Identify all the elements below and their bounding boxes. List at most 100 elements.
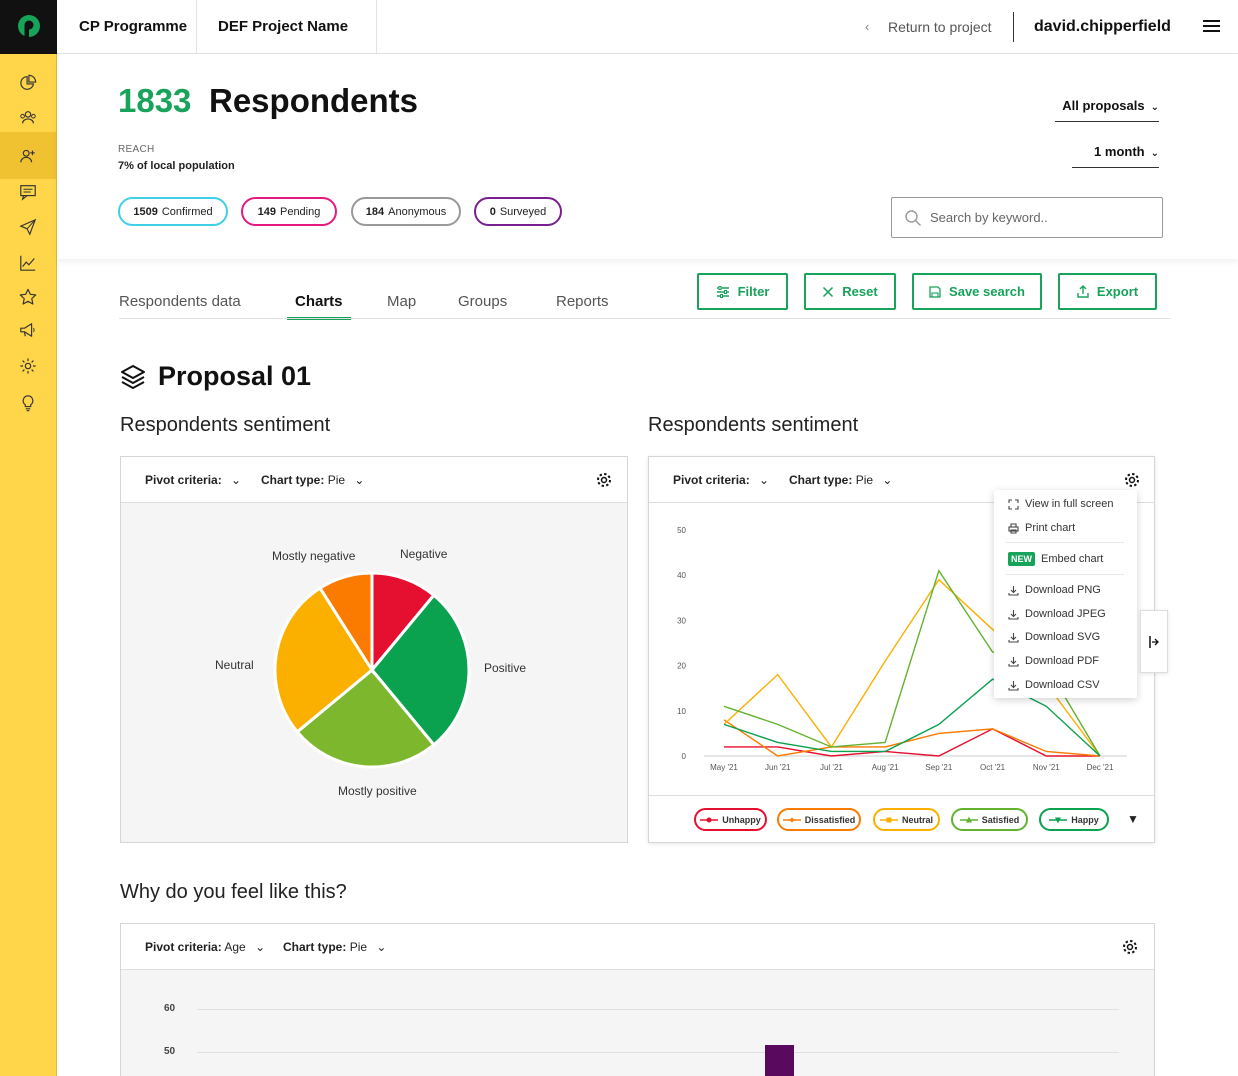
search-icon [904, 209, 922, 232]
tab-map[interactable]: Map [387, 293, 417, 310]
legend-neutral[interactable]: Neutral [873, 808, 940, 831]
legend-marker-icon [700, 817, 719, 822]
pie-slice-neutral[interactable] [273, 586, 374, 734]
star-icon [19, 288, 37, 305]
gear-icon[interactable] [1122, 939, 1138, 960]
legend-marker-icon [879, 817, 898, 822]
sidebar-item-people[interactable] [0, 101, 56, 135]
gear-icon[interactable] [596, 472, 612, 493]
menu-divider [1006, 574, 1124, 575]
pill-label: Surveyed [499, 205, 547, 218]
save-search-button[interactable]: Save search [912, 273, 1042, 310]
status-pill-confirmed[interactable]: 1509 Confirmed [118, 197, 228, 226]
status-pill-surveyed[interactable]: 0 Surveyed [474, 197, 562, 226]
chart-type-dropdown[interactable]: Chart type: Pie ⌄ [789, 473, 893, 487]
search-box [891, 197, 1163, 238]
pie-slice-mostly-positive[interactable] [295, 667, 436, 769]
username[interactable]: david.chipperfield [1034, 18, 1171, 35]
caret-down-icon[interactable]: ▼ [1127, 812, 1139, 826]
pill-label: Confirmed [161, 205, 213, 218]
chevron-down-icon: ⌄ [882, 473, 893, 487]
menu-item-download-png[interactable]: Download PNG [1008, 584, 1101, 596]
sidebar-item-settings[interactable] [0, 349, 56, 383]
chart-area: Negative Positive Mostly positive Neutra… [121, 503, 627, 842]
settings-icon [20, 358, 36, 374]
pie-label-positive: Positive [484, 661, 527, 675]
hamburger-menu-icon[interactable] [1203, 18, 1220, 39]
tab-reports[interactable]: Reports [556, 293, 609, 310]
chart-type-dropdown[interactable]: Chart type: Pie ⌄ [283, 940, 387, 954]
reach-value: 7% of local population [118, 160, 235, 172]
send-icon [19, 218, 37, 236]
button-label: Reset [842, 284, 878, 299]
menu-item-print[interactable]: Print chart [1008, 522, 1075, 534]
legend-label: Happy [1071, 814, 1099, 825]
pill-count: 149 [257, 205, 276, 218]
sidebar-item-analytics[interactable] [0, 246, 56, 280]
right-chart-title: Respondents sentiment [648, 414, 859, 436]
export-button[interactable]: Export [1058, 273, 1157, 310]
pie-label-mostly-negative: Mostly negative [272, 549, 356, 563]
tab-groups[interactable]: Groups [458, 293, 508, 310]
status-pill-anonymous[interactable]: 184 Anonymous [351, 197, 461, 226]
legend-label: Dissatisfied [804, 814, 856, 825]
close-icon [823, 286, 834, 297]
sidebar-item-ideas[interactable] [0, 386, 56, 420]
pie-slice-mostly-negative[interactable] [317, 571, 374, 676]
sidebar-item-favourites[interactable] [0, 280, 56, 314]
filter-button[interactable]: Filter [697, 273, 788, 310]
menu-item-embed[interactable]: NEW Embed chart [1008, 552, 1103, 566]
panel-collapse-handle[interactable] [1140, 610, 1168, 673]
x-tick-label: Dec '21 [1087, 763, 1114, 772]
sidebar-item-respondents[interactable] [0, 132, 56, 179]
chevron-down-icon: ⌄ [255, 940, 266, 954]
programme-name[interactable]: CP Programme [79, 18, 188, 35]
menu-item-download-csv[interactable]: Download CSV [1008, 679, 1100, 691]
project-name[interactable]: DEF Project Name [218, 18, 349, 35]
menu-item-full-screen[interactable]: View in full screen [1008, 498, 1113, 510]
pie-label-neutral: Neutral [215, 658, 254, 672]
tab-charts[interactable]: Charts [295, 293, 343, 310]
menu-item-label: View in full screen [1025, 498, 1114, 510]
sidebar-item-announcements[interactable] [0, 313, 56, 347]
chart-options-menu: View in full screen Print chart NEW Embe… [994, 490, 1137, 698]
pill-count: 184 [365, 205, 385, 218]
chevron-down-icon: ⌄ [231, 473, 242, 487]
tab-respondents-data[interactable]: Respondents data [119, 293, 241, 310]
x-tick-label: Jun '21 [765, 763, 791, 772]
return-to-project-link[interactable]: Return to project [888, 19, 992, 35]
pie-slice-positive[interactable] [370, 593, 471, 747]
chart-type-dropdown[interactable]: Chart type: Pie ⌄ [261, 473, 365, 487]
add-user-icon [20, 149, 35, 162]
legend-satisfied[interactable]: Satisfied [951, 808, 1028, 831]
dropdown-value: All proposals [1062, 98, 1145, 113]
pivot-criteria-dropdown[interactable]: Pivot criteria: ⌄ [673, 473, 770, 487]
legend-happy[interactable]: Happy [1039, 808, 1109, 831]
sidebar-item-messages[interactable] [0, 175, 56, 209]
proposal-filter-dropdown[interactable]: All proposals ⌄ [1055, 98, 1159, 122]
download-icon [1008, 632, 1019, 643]
sidebar-item-send[interactable] [0, 210, 56, 244]
status-pill-pending[interactable]: 149 Pending [241, 197, 337, 226]
line-chart-icon [20, 255, 36, 271]
arrow-right-bar-icon [1149, 635, 1159, 648]
sidebar [0, 0, 57, 1076]
search-input[interactable] [930, 198, 1155, 237]
legend-dissatisfied[interactable]: Dissatisfied [777, 808, 861, 831]
legend-unhappy[interactable]: Unhappy [694, 808, 767, 831]
proposal-title: Proposal 01 [158, 361, 312, 391]
menu-item-label: Embed chart [1041, 553, 1104, 565]
download-icon [1008, 680, 1019, 691]
period-filter-dropdown[interactable]: 1 month ⌄ [1072, 144, 1159, 168]
menu-item-download-pdf[interactable]: Download PDF [1008, 655, 1099, 667]
pivot-criteria-dropdown[interactable]: Pivot criteria: ⌄ [145, 473, 242, 487]
app-logo[interactable] [0, 0, 57, 54]
pivot-criteria-dropdown[interactable]: Pivot criteria: Age ⌄ [145, 940, 266, 954]
sidebar-item-pie-chart[interactable] [0, 66, 56, 100]
button-label: Filter [737, 284, 770, 299]
chevron-left-icon: ‹ [865, 19, 870, 34]
reset-button[interactable]: Reset [804, 273, 896, 310]
gear-icon[interactable] [1124, 472, 1140, 493]
menu-item-download-jpeg[interactable]: Download JPEG [1008, 608, 1106, 620]
menu-item-download-svg[interactable]: Download SVG [1008, 631, 1100, 643]
